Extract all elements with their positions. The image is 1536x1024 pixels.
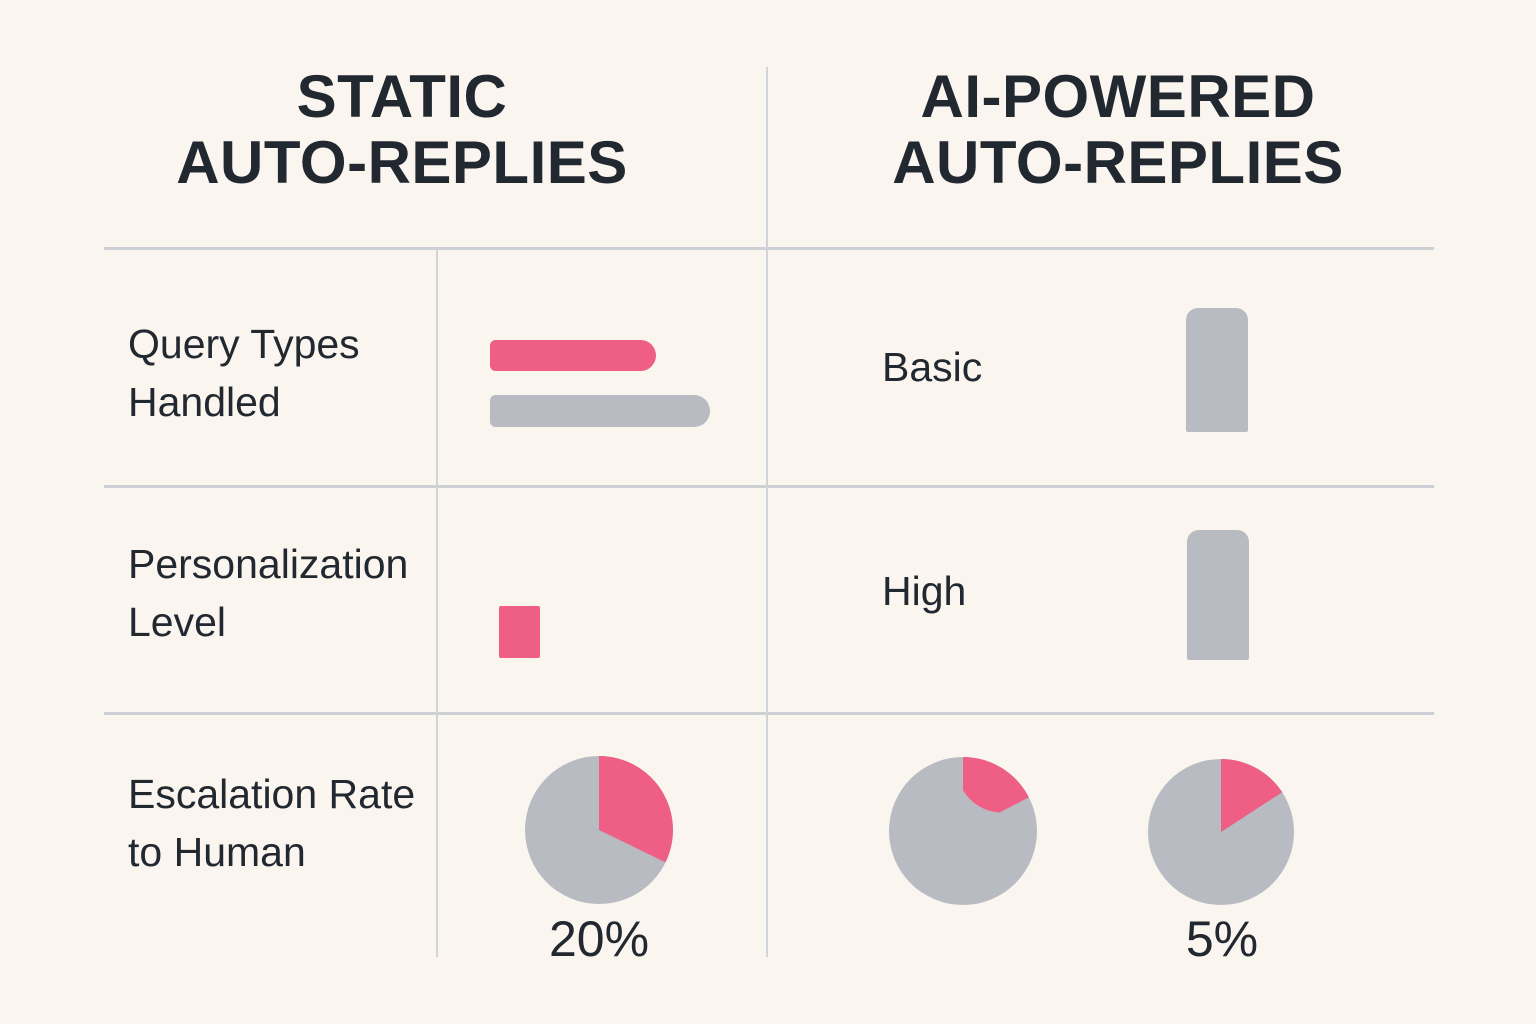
row-label-escalation-line1: Escalation Rate [128,771,416,817]
row-label-query-types: Query Types Handled [128,315,360,431]
row-label-personalization-line1: Personalization [128,541,409,587]
ai-query-types-label: Basic [882,344,983,390]
ai-personalization-bar [1187,530,1249,660]
ai-personalization-label: High [882,568,967,614]
subcolumn-divider [436,249,438,957]
ai-escalation-pie-comparison [889,757,1037,905]
ai-escalation-pie [1148,759,1294,905]
column-title-static-line2: AUTO-REPLIES [176,129,628,196]
row-divider-3 [104,712,1434,715]
row-divider-1 [104,247,1434,250]
static-escalation-value: 20% [548,911,650,967]
column-title-ai-line1: AI-POWERED [920,63,1316,130]
column-divider [766,67,768,957]
row-label-escalation: Escalation Rate to Human [128,765,415,881]
ai-query-types-bar [1186,308,1248,432]
static-query-types-pink-bar [490,340,656,371]
ai-escalation-value: 5% [1185,911,1259,967]
static-personalization-block [499,606,540,658]
row-label-personalization-line2: Level [128,599,227,645]
column-title-ai-line2: AUTO-REPLIES [892,129,1344,196]
row-label-personalization: Personalization Level [128,535,408,651]
static-escalation-pie [525,756,673,904]
column-title-static-line1: STATIC [296,63,508,130]
column-title-ai: AI-POWERED AUTO-REPLIES [772,64,1464,196]
row-divider-2 [104,485,1434,488]
row-label-escalation-line2: to Human [128,829,306,875]
static-query-types-gray-bar [490,395,710,427]
row-label-query-types-line1: Query Types [128,321,360,367]
column-title-static: STATIC AUTO-REPLIES [40,64,764,196]
row-label-query-types-line2: Handled [128,379,281,425]
